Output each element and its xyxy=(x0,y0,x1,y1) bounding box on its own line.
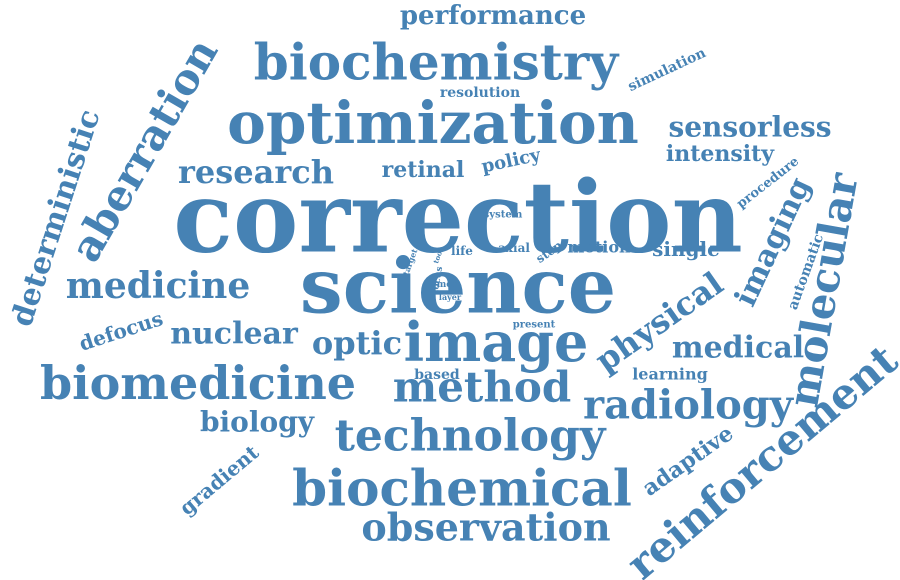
word-biochemistry: biochemistry xyxy=(254,33,620,92)
word-system: system xyxy=(484,210,523,221)
word-retinal: retinal xyxy=(382,157,465,183)
word-research: research xyxy=(178,153,334,191)
word-life: life xyxy=(451,244,473,258)
word-based: based xyxy=(414,367,460,383)
word-correction: correction xyxy=(173,161,742,276)
word-optimization: optimization xyxy=(227,89,639,157)
word-present: present xyxy=(513,320,556,331)
word-optic: optic xyxy=(312,324,402,362)
word-medical: medical xyxy=(672,331,804,366)
word-nuclear: nuclear xyxy=(170,317,299,352)
word-motion: motion xyxy=(567,238,631,257)
word-biochemical: biochemical xyxy=(292,459,632,518)
word-simulation: simulation xyxy=(626,45,709,95)
word-defocus: defocus xyxy=(76,306,166,356)
word-technology: technology xyxy=(335,411,607,462)
word-method: method xyxy=(393,363,571,412)
word-medicine: medicine xyxy=(66,265,251,307)
word-science: science xyxy=(300,242,616,331)
word-axial: axial xyxy=(498,241,530,255)
word-layer: layer xyxy=(439,292,462,302)
word-observation: observation xyxy=(361,505,610,550)
word-gradient: gradient xyxy=(175,440,264,520)
word-learning: learning xyxy=(632,365,708,384)
word-biomedicine: biomedicine xyxy=(40,356,356,410)
word-resolution: resolution xyxy=(440,85,520,101)
word-biology: biology xyxy=(200,406,315,439)
word-sensorless: sensorless xyxy=(668,111,831,144)
word-image: image xyxy=(404,310,589,374)
word-radiology: radiology xyxy=(583,382,795,429)
word-mos: mos xyxy=(437,280,458,290)
word-performance: performance xyxy=(400,1,586,31)
word-intensity: intensity xyxy=(666,141,775,167)
word-single: single xyxy=(652,237,720,261)
word-focus: focus xyxy=(431,266,446,294)
